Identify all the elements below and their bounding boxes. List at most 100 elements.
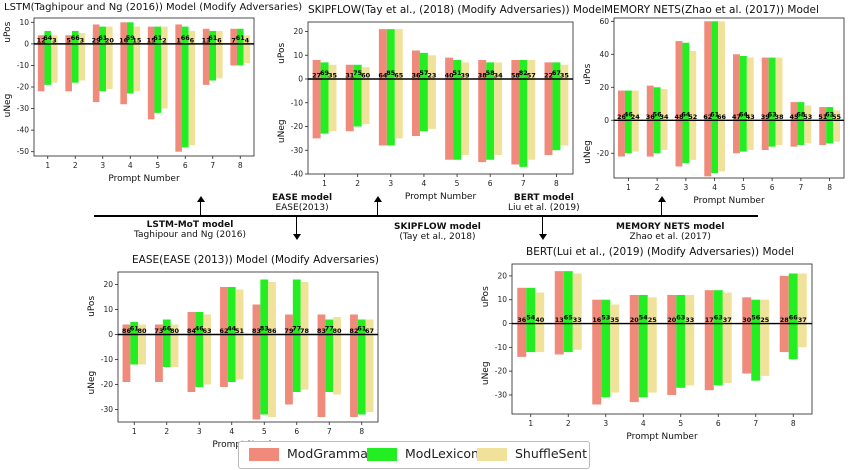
data-label: 40 [535, 316, 545, 324]
bar-neg-modgrammar [350, 334, 358, 417]
x-tick-label: 3 [388, 179, 393, 188]
bar-neg-shufflesent [804, 120, 812, 144]
bar-neg-shufflesent [133, 43, 141, 92]
arrow-head-down-ease [293, 234, 301, 240]
bar-pos-shufflesent [804, 105, 812, 121]
data-label: 34 [660, 113, 670, 121]
x-tick-label: 5 [262, 427, 267, 436]
bar-pos-modgrammar [704, 290, 714, 324]
bar-neg-modgrammar [779, 323, 789, 353]
bar-neg-modlexicon [638, 323, 648, 398]
x-tick-label: 2 [73, 161, 78, 170]
x-tick-label: 3 [100, 161, 105, 170]
data-label: 63 [825, 110, 834, 118]
data-label: 63 [768, 110, 777, 118]
bar-pos-shufflesent [722, 292, 732, 324]
bar-neg-modgrammar [704, 323, 714, 391]
y-axis-label-uneg: uNeg [481, 361, 491, 385]
data-label: 64 [378, 72, 388, 80]
x-tick-label: 8 [554, 179, 559, 188]
x-tick-label: 8 [827, 183, 832, 192]
bar-neg-modgrammar [220, 334, 228, 387]
bar-pos-modgrammar [517, 287, 527, 324]
bar-neg-shufflesent [188, 43, 196, 146]
y-axis-label-upos: uPos [87, 296, 97, 317]
bar-neg-modgrammar [517, 323, 527, 357]
bar-pos-modlexicon [653, 87, 661, 121]
bar-pos-shufflesent [427, 55, 436, 79]
data-label: 33 [573, 316, 582, 324]
data-label: 7 [231, 36, 236, 44]
data-label: 57 [419, 69, 428, 77]
bar-neg-modlexicon [419, 79, 428, 132]
bar-pos-modgrammar [445, 57, 454, 79]
data-label: 58 [486, 69, 496, 77]
legend: ModGrammar ModLexicon ShuffleSent [238, 441, 590, 469]
y-tick-label: 10 [293, 51, 303, 60]
connector-lstm-mot-cite: Taghipour and Ng (2016) [134, 230, 246, 240]
plot-frame [117, 271, 379, 423]
data-label: 54 [639, 314, 649, 322]
data-label: 13 [202, 36, 211, 44]
data-label: 2 [162, 36, 167, 44]
data-label: 68 [796, 110, 806, 118]
y-tick-label: 20 [103, 280, 113, 289]
bar-neg-shufflesent [610, 323, 620, 393]
x-axis-label: Prompt Number [405, 192, 477, 202]
bar-neg-modlexicon [99, 43, 107, 92]
y-tick-label: -20 [495, 367, 507, 376]
data-label: 57 [527, 72, 536, 80]
y-tick-label: -30 [101, 405, 113, 414]
bar-pos-shufflesent [631, 90, 639, 121]
bar-neg-modlexicon [325, 334, 334, 392]
bar-neg-modlexicon [353, 79, 362, 127]
data-label: 12 [37, 36, 46, 44]
data-label: 78 [300, 327, 310, 335]
data-label: 35 [610, 316, 620, 324]
y-tick-label: 20 [293, 27, 303, 36]
bar-neg-modlexicon [162, 334, 171, 367]
chart-svg-memory: -200204060264624136563424864523626166447… [583, 17, 845, 206]
bar-neg-modgrammar [592, 323, 602, 405]
bar-pos-shufflesent [106, 26, 113, 44]
bar-pos-modlexicon [154, 26, 162, 44]
bar-pos-shufflesent [685, 294, 695, 324]
x-tick-label: 2 [566, 419, 571, 428]
legend-swatch-modlexicon [367, 448, 397, 461]
chart-title-bert: BERT(Lui et al., (2019) (Modify Adversar… [526, 246, 794, 258]
data-label: 45 [789, 113, 799, 121]
data-label: 28 [780, 316, 790, 324]
x-tick-label: 7 [210, 161, 215, 170]
data-label: 47 [732, 113, 741, 121]
bar-neg-modgrammar [317, 334, 326, 417]
y-tick-label: 10 [103, 305, 113, 314]
bar-pos-modlexicon [826, 107, 834, 121]
bar-pos-shufflesent [170, 324, 179, 335]
data-label: 35 [328, 72, 338, 80]
bar-neg-modlexicon [739, 120, 747, 152]
connector-memory-nets-name: MEMORY NETS model [616, 222, 725, 232]
bar-pos-modgrammar [175, 24, 182, 44]
data-label: 39 [460, 72, 470, 80]
y-tick-label: 0 [298, 75, 303, 84]
bar-neg-shufflesent [685, 323, 695, 386]
y-axis-label-upos: uPos [481, 286, 491, 307]
data-label: 35 [560, 72, 570, 80]
data-label: 27 [312, 72, 321, 80]
data-label: 26 [617, 113, 627, 121]
bar-pos-modgrammar [202, 28, 210, 44]
y-tick-label: -20 [291, 122, 303, 131]
bar-pos-modlexicon [357, 319, 366, 335]
bar-pos-shufflesent [161, 26, 168, 44]
bar-neg-modlexicon [768, 120, 776, 147]
x-tick-label: 8 [359, 427, 364, 436]
bar-neg-modlexicon [181, 43, 189, 148]
data-label: 60 [361, 72, 371, 80]
data-label: 59 [126, 34, 136, 42]
bar-neg-modlexicon [292, 334, 301, 392]
bar-neg-modlexicon [236, 43, 244, 66]
data-label: 67 [365, 327, 374, 335]
data-label: 55 [832, 113, 842, 121]
x-tick-label: 6 [294, 427, 299, 436]
bar-neg-modgrammar [733, 120, 740, 154]
